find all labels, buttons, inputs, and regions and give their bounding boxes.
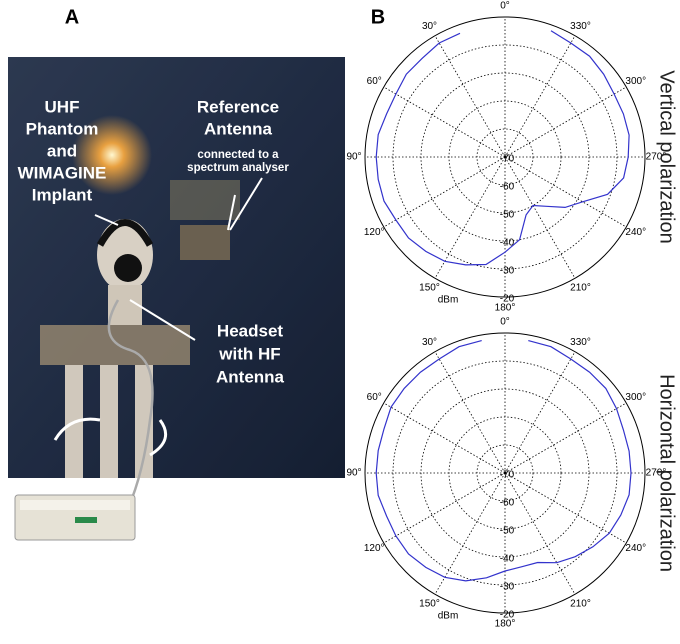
angle-tick-label: 300°: [625, 392, 646, 403]
grid-spoke: [505, 87, 626, 157]
r-tick-label: -50: [500, 210, 515, 221]
angle-tick-label: 180°: [495, 619, 516, 630]
chart-title: Horizontal polarization: [656, 374, 678, 572]
r-tick-label: -40: [500, 554, 515, 565]
grid-spoke: [384, 87, 505, 157]
photo-annotation: WIMAGINE: [18, 163, 107, 182]
angle-tick-label: 120°: [364, 543, 385, 554]
angle-tick-label: 0°: [500, 317, 510, 328]
grid-spoke: [435, 473, 505, 594]
angle-tick-label: 300°: [625, 76, 646, 87]
angle-tick-label: 330°: [570, 337, 591, 348]
pattern-line: [376, 31, 629, 265]
photo-annotation: UHF: [45, 97, 80, 116]
chart-title: Vertical polarization: [656, 70, 678, 243]
figure: A B UHF Phantom and WIMAGINE Implant Referenc…: [0, 0, 680, 639]
angle-tick-label: 330°: [570, 21, 591, 32]
photo-annotation: Base station: [141, 524, 242, 543]
panel-label: A: [65, 6, 79, 28]
angle-tick-label: 90°: [346, 468, 361, 479]
grid-spoke: [384, 403, 505, 473]
grid-spoke: [505, 36, 575, 157]
grid-spoke: [505, 473, 626, 543]
angle-tick-label: 210°: [570, 598, 591, 609]
photo-annotation: Implant: [32, 185, 93, 204]
photo-annotation: Reference: [197, 97, 279, 116]
angle-tick-label: 210°: [570, 282, 591, 293]
angle-tick-label: 120°: [364, 227, 385, 238]
grid-spoke: [505, 157, 575, 278]
photo-annotation: Headset: [217, 321, 283, 340]
grid-spoke: [435, 36, 505, 157]
angle-tick-label: 150°: [419, 282, 440, 293]
pattern-line: [376, 341, 631, 581]
angle-tick-label: 60°: [367, 76, 382, 87]
grid-spoke: [384, 473, 505, 543]
grid-spoke: [435, 352, 505, 473]
photo-annotation: with HF: [218, 344, 280, 363]
polar-charts: -70-60-50-40-30-200°30°60°90°120°150°180…: [346, 1, 677, 630]
angle-tick-label: 90°: [346, 152, 361, 163]
photo-annotation: Phantom: [26, 119, 99, 138]
angle-tick-label: 150°: [419, 598, 440, 609]
grid-spoke: [505, 157, 626, 227]
grid-spoke: [505, 352, 575, 473]
r-axis-label: dBm: [438, 611, 459, 622]
grid-spoke: [384, 157, 505, 227]
photo-annotation: and: [47, 141, 77, 160]
angle-tick-label: 60°: [367, 392, 382, 403]
grid-spoke: [505, 403, 626, 473]
r-tick-label: -30: [500, 582, 515, 593]
r-tick-label: -40: [500, 238, 515, 249]
panel-label: B: [371, 6, 385, 28]
angle-tick-label: 240°: [625, 227, 646, 238]
angle-tick-label: 30°: [422, 337, 437, 348]
photo-annotation: Antenna: [216, 367, 285, 386]
photo-annotation: Antenna: [204, 119, 273, 138]
angle-tick-label: 30°: [422, 21, 437, 32]
angle-tick-label: 0°: [500, 1, 510, 12]
r-tick-label: -60: [500, 182, 515, 193]
grid-spoke: [435, 157, 505, 278]
grid-spoke: [505, 473, 575, 594]
photo-annotation: connected to a: [197, 149, 279, 161]
photo-annotation: spectrum analyser: [187, 162, 289, 174]
r-tick-label: -50: [500, 526, 515, 537]
r-tick-label: -60: [500, 498, 515, 509]
r-axis-label: dBm: [438, 295, 459, 306]
angle-tick-label: 180°: [495, 303, 516, 314]
r-tick-label: -30: [500, 266, 515, 277]
angle-tick-label: 240°: [625, 543, 646, 554]
